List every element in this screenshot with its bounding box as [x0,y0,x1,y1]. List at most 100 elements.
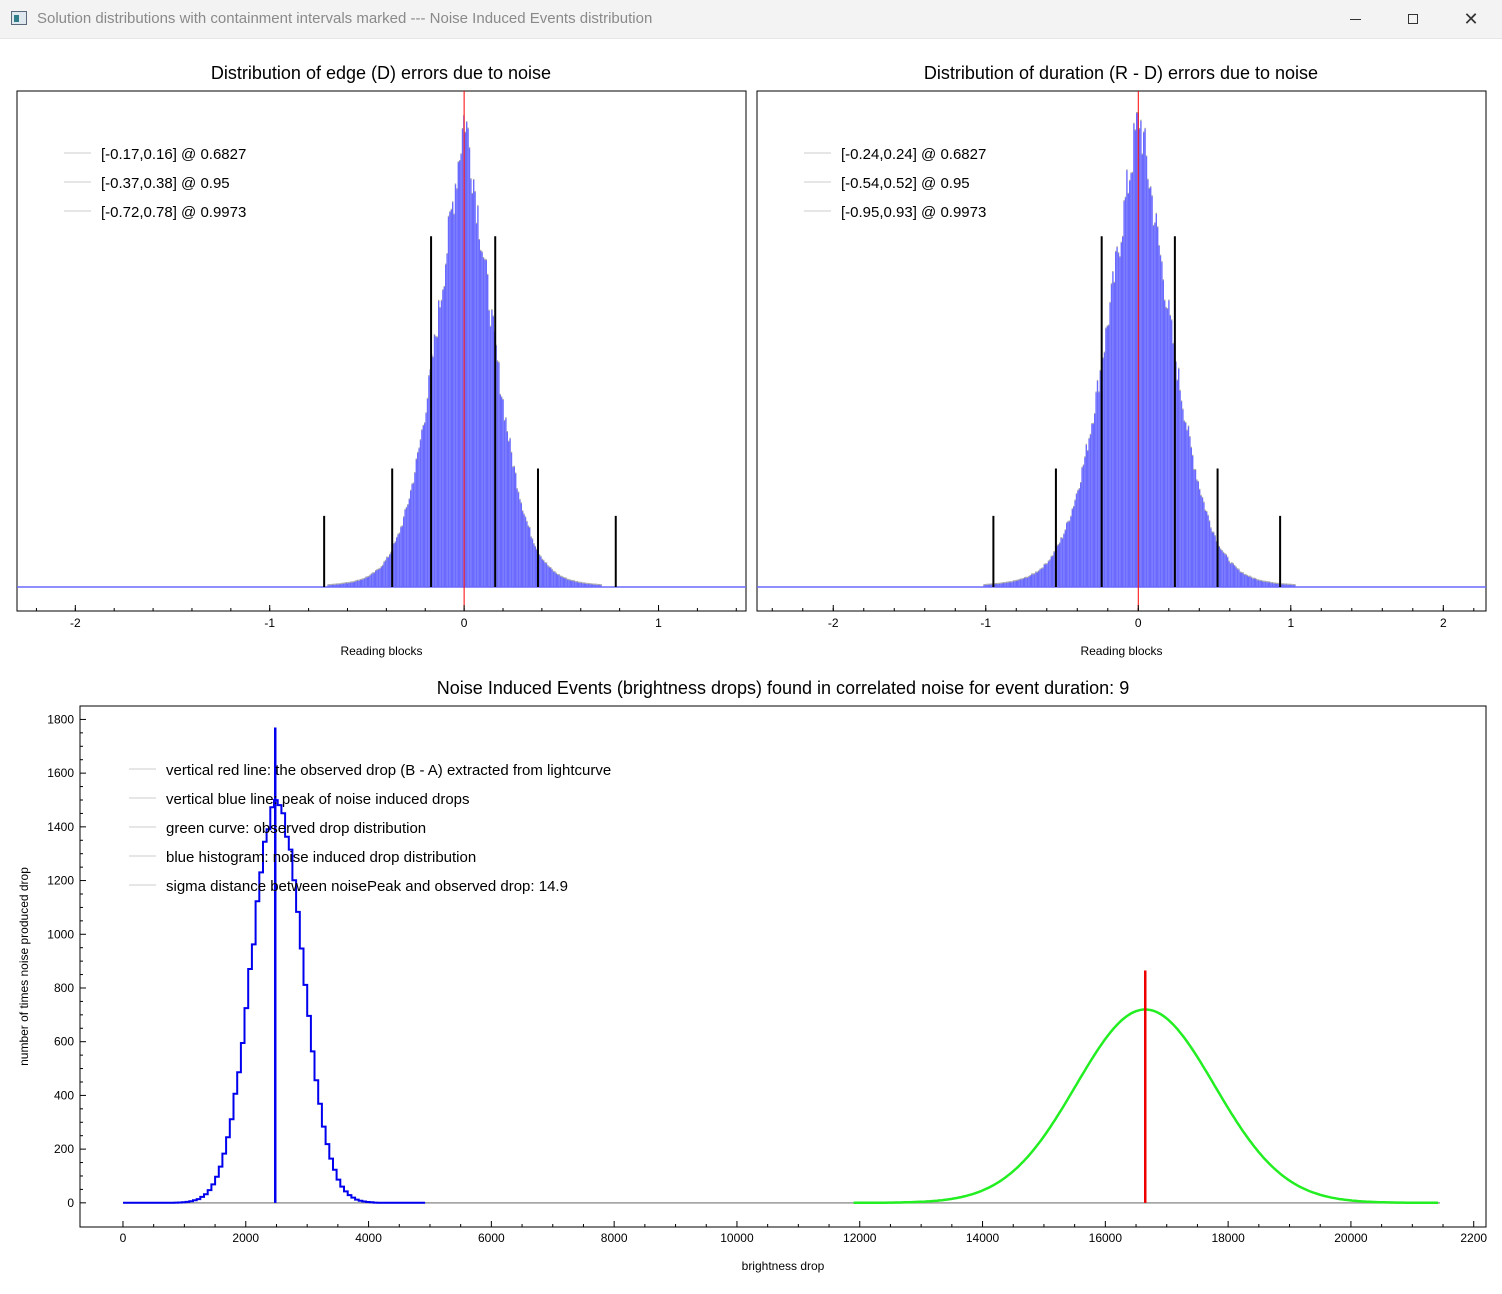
histogram-bar [1180,401,1183,587]
histogram-bar [379,568,381,587]
histogram-bar-outline [1236,568,1239,570]
histogram-bar-outline [477,205,479,207]
histogram-bar-outline [1194,469,1197,471]
histogram-bar-outline [573,580,576,582]
histogram-bar [1252,578,1254,587]
histogram-bar [559,576,562,587]
histogram-bar-outline [411,483,413,485]
histogram-bar-outline [1022,577,1024,580]
x-tick-label: -2 [828,616,839,630]
minimize-button[interactable] [1326,0,1384,38]
histogram-bar [502,399,504,587]
histogram-bar [355,581,357,587]
histogram-bar-outline [481,251,483,253]
histogram-bar [345,583,347,587]
histogram-bar-outline [1084,456,1086,458]
x-axis-label: brightness drop [742,1259,825,1273]
histogram-bar-outline [359,579,361,581]
histogram-bar-outline [1250,576,1253,578]
histogram-bar-outline [1123,200,1125,202]
histogram-bar-outline [1059,542,1061,544]
histogram-bar [1102,358,1104,587]
histogram-bar-outline [1070,515,1072,517]
histogram-bar [533,544,535,587]
plot-frame [79,705,1487,1228]
histogram-bar [1144,128,1146,588]
histogram-bar [527,526,529,587]
histogram-bar [1190,447,1192,587]
histogram-bar-outline [405,506,408,508]
histogram-bar-outline [1273,582,1275,584]
histogram-bar [349,582,352,587]
plot-frame [16,90,747,612]
histogram-bar-outline [1162,279,1164,281]
histogram-bar-outline [403,516,405,518]
histogram-bar-outline [1106,325,1108,327]
histogram-bar-outline [562,576,564,578]
histogram-bar [1075,494,1078,587]
histogram-bar-outline [1120,241,1122,243]
histogram-bar [440,300,443,587]
histogram-bar-outline [592,583,594,585]
histogram-bar [361,579,363,587]
histogram-bar-outline [354,580,356,582]
histogram-bar [1211,532,1213,587]
histogram-bar-outline [1010,581,1012,583]
histogram-bar [987,584,989,587]
histogram-bar-outline [986,583,988,585]
histogram-bar-outline [566,578,569,580]
histogram-bar-outline [389,554,391,556]
histogram-bar [1113,282,1115,587]
chart-title: Distribution of edge (D) errors due to n… [211,63,551,83]
histogram-bar-outline [1049,559,1051,561]
close-button[interactable]: ✕ [1442,0,1500,38]
histogram-bar-outline [466,121,468,123]
histogram-bar [1133,123,1135,587]
histogram-bar-outline [575,581,577,583]
histogram-bar-outline [1190,446,1192,448]
histogram-bar [1019,579,1022,587]
x-tick-label: 12000 [843,1231,877,1245]
histogram-bar-outline [552,570,555,572]
histogram-bar-outline [1092,422,1094,424]
histogram-bar-outline [551,568,553,570]
histogram-bar [1136,113,1138,587]
histogram-bar [1024,578,1026,587]
y-tick-label: 0 [67,1196,74,1210]
histogram-bar [572,580,574,587]
histogram-bar-outline [1109,301,1111,304]
maximize-button[interactable] [1384,0,1442,38]
legend-entry: vertical blue line: peak of noise induce… [166,791,470,808]
histogram-bar-outline [380,566,382,568]
histogram-bar-outline [408,498,410,500]
y-tick-label: 1600 [47,766,74,780]
histogram-bar [1249,576,1251,587]
histogram-bar-outline [418,447,420,449]
histogram-bar-outline [1221,550,1223,552]
histogram-bar-outline [1012,580,1015,582]
histogram-bar-outline [345,582,347,584]
chart-title: Distribution of duration (R - D) errors … [924,63,1318,83]
histogram-bar [1117,253,1120,587]
plot-area-container: Distribution of edge (D) errors due to n… [0,39,1502,1289]
histogram-bar-outline [502,398,504,401]
histogram-bar-outline [410,489,412,491]
histogram-bar-outline [457,161,459,163]
histogram-bar-outline [572,579,574,582]
histogram-bar-outline [1274,582,1276,584]
histogram-bar [1098,392,1100,587]
histogram-bar-outline [534,545,536,548]
histogram-bar-outline [1266,581,1268,583]
histogram-bar-outline [338,583,340,585]
histogram-bar-outline [576,581,578,583]
histogram-bar-outline [347,582,349,584]
histogram-bar [412,483,415,587]
legend-entry: [-0.72,0.78] @ 0.9973 [101,204,246,221]
histogram-bar-outline [475,222,478,224]
histogram-bar-outline [599,583,601,586]
histogram-bar-outline [393,543,395,545]
histogram-bar-outline [1122,235,1124,237]
x-tick-label: -1 [264,616,275,630]
histogram-bar-outline [1108,324,1110,326]
histogram-bar [1196,480,1198,587]
